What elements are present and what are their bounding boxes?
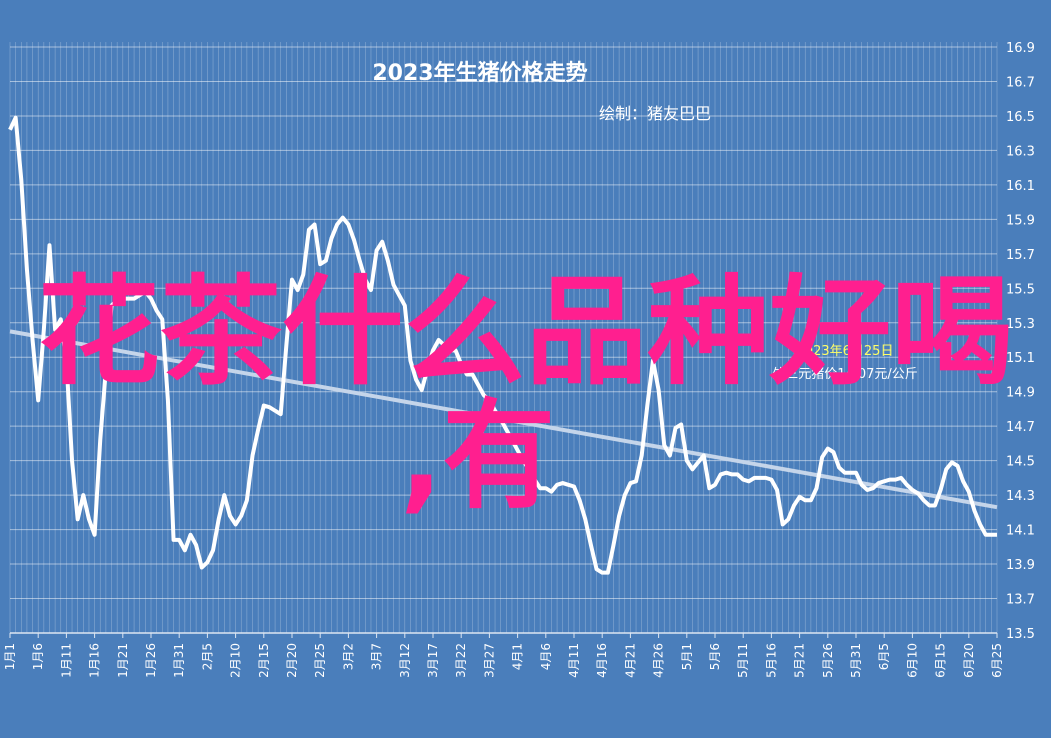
x-tick-label: 4月6 [539, 643, 553, 670]
x-tick-label: 1月31 [172, 643, 186, 678]
x-tick-label: 3月2 [341, 643, 355, 670]
y-tick-label: 16.9 [1006, 41, 1035, 56]
x-tick-label: 6月25 [990, 643, 1004, 678]
y-tick-label: 14.9 [1006, 386, 1035, 401]
y-tick-label: 13.9 [1006, 558, 1035, 573]
y-tick-label: 16.1 [1006, 179, 1035, 194]
x-tick-label: 6月10 [905, 643, 919, 678]
x-tick-label: 6月5 [877, 643, 891, 670]
x-tick-label: 1月11 [59, 643, 73, 678]
y-tick-label: 16.5 [1006, 110, 1035, 125]
x-tick-label: 2月25 [313, 643, 327, 678]
x-tick-label: 5月16 [764, 643, 778, 678]
y-tick-label: 15.5 [1006, 282, 1035, 297]
overlay-text: 花茶什么品种好喝 [38, 263, 1013, 401]
x-tick-label: 5月21 [793, 643, 807, 678]
trend-line [9, 329, 998, 510]
y-tick-label: 14.7 [1006, 420, 1035, 435]
x-tick-label: 1月26 [144, 643, 158, 678]
annotation: 外三元猪价14.07元/公斤 [772, 367, 918, 382]
x-tick-label: 1月16 [88, 643, 102, 678]
x-tick-label: 2月15 [257, 643, 271, 678]
x-tick-label: 4月26 [652, 643, 666, 678]
x-tick-label: 1月6 [31, 643, 45, 670]
x-tick-label: 6月15 [934, 643, 948, 678]
chart-subtitle: 绘制：猪友巴巴 [599, 104, 711, 123]
y-tick-label: 15.1 [1006, 351, 1035, 366]
x-tick-label: 5月31 [849, 643, 863, 678]
x-tick-label: 1月1 [3, 643, 17, 670]
y-tick-label: 13.5 [1006, 627, 1035, 642]
x-tick-label: 6月20 [962, 643, 976, 678]
chart-title: 2023年生猪价格走势 [372, 60, 587, 86]
y-tick-label: 14.5 [1006, 455, 1035, 470]
y-tick-label: 16.7 [1006, 75, 1035, 90]
y-tick-label: 14.1 [1006, 524, 1035, 539]
x-tick-label: 3月17 [426, 643, 440, 678]
x-tick-label: 3月22 [454, 643, 468, 678]
y-tick-label: 15.9 [1006, 213, 1035, 228]
x-tick-label: 3月7 [370, 643, 384, 670]
x-tick-label: 1月21 [116, 643, 130, 678]
y-tick-label: 16.3 [1006, 144, 1035, 159]
y-tick-label: 13.7 [1006, 593, 1035, 608]
x-tick-label: 3月27 [482, 643, 496, 678]
x-tick-label: 2月5 [200, 643, 214, 670]
x-tick-label: 2月10 [229, 643, 243, 678]
annotation: 2023年6月25日 [797, 344, 894, 359]
overlay: 花茶什么品种好喝,有 [38, 263, 1013, 525]
x-tick-label: 2月20 [285, 643, 299, 678]
overlay-text: ,有 [400, 387, 555, 525]
x-tick-label: 4月16 [595, 643, 609, 678]
x-tick-label: 5月26 [821, 643, 835, 678]
y-tick-label: 15.3 [1006, 317, 1035, 332]
price-line [8, 115, 997, 575]
x-tick-label: 5月1 [680, 643, 694, 670]
x-tick-label: 4月21 [623, 643, 637, 678]
x-tick-label: 5月11 [736, 643, 750, 678]
x-tick-label: 5月6 [708, 643, 722, 670]
y-tick-label: 14.3 [1006, 489, 1035, 504]
x-tick-label: 4月1 [511, 643, 525, 670]
x-tick-label: 4月11 [567, 643, 581, 678]
plot [8, 115, 998, 575]
y-tick-label: 15.7 [1006, 248, 1035, 263]
x-tick-label: 3月12 [398, 643, 412, 678]
